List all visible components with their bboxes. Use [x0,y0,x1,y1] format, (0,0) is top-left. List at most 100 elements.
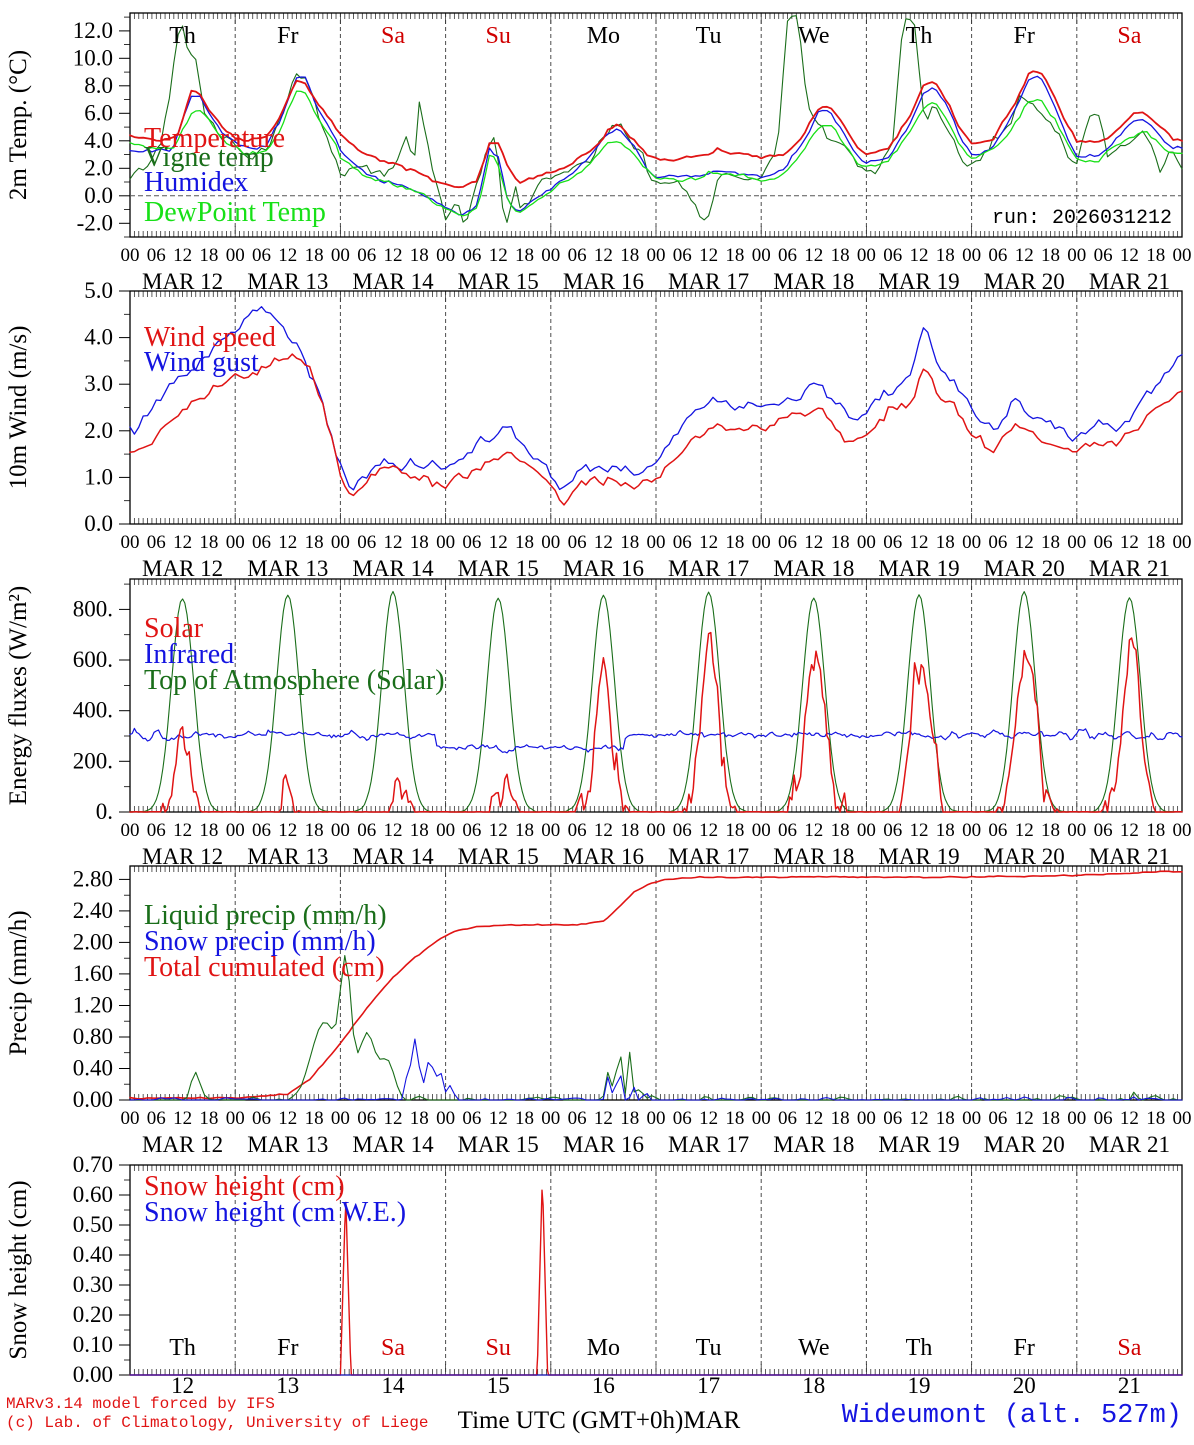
svg-text:18: 18 [620,245,639,266]
svg-text:12: 12 [1120,1108,1139,1129]
svg-text:16: 16 [592,1373,615,1398]
svg-text:00: 00 [121,532,140,553]
svg-text:00: 00 [1067,820,1086,841]
svg-text:12: 12 [489,245,508,266]
svg-text:MAR 15: MAR 15 [458,556,539,581]
svg-text:18: 18 [936,1108,955,1129]
svg-text:MAR 19: MAR 19 [878,844,959,869]
svg-text:06: 06 [462,532,481,553]
svg-text:0.70: 0.70 [73,1152,113,1177]
svg-text:4.0: 4.0 [84,325,113,350]
svg-text:12: 12 [1015,820,1034,841]
svg-text:12: 12 [489,820,508,841]
svg-text:Fr: Fr [1014,23,1035,49]
svg-text:12: 12 [699,532,718,553]
svg-text:Su: Su [486,1335,511,1361]
svg-text:-2.0: -2.0 [77,210,113,235]
svg-text:06: 06 [988,820,1007,841]
svg-text:00: 00 [1067,532,1086,553]
svg-text:00: 00 [541,245,560,266]
svg-text:Snow height (cm): Snow height (cm) [5,1180,32,1359]
svg-text:Fr: Fr [277,1335,298,1361]
svg-text:18: 18 [936,820,955,841]
svg-text:12.0: 12.0 [73,18,113,43]
svg-text:MAR 19: MAR 19 [878,269,959,294]
svg-text:12: 12 [804,532,823,553]
svg-text:400.: 400. [73,698,113,723]
svg-text:00: 00 [331,532,350,553]
svg-text:MAR 14: MAR 14 [352,556,434,581]
svg-text:2m Temp. (°C): 2m Temp. (°C) [5,50,32,200]
svg-text:06: 06 [1094,245,1113,266]
svg-text:12: 12 [910,1108,929,1129]
svg-text:18: 18 [1146,532,1165,553]
svg-text:00: 00 [1173,820,1192,841]
svg-text:00: 00 [962,1108,981,1129]
svg-text:12: 12 [1120,532,1139,553]
svg-text:0.0: 0.0 [84,183,113,208]
svg-text:00: 00 [647,245,666,266]
svg-text:12: 12 [594,245,613,266]
svg-text:00: 00 [121,245,140,266]
svg-text:06: 06 [673,245,692,266]
svg-text:Snow height (cm W.E.): Snow height (cm W.E.) [144,1197,406,1228]
svg-text:Fr: Fr [1014,1335,1035,1361]
svg-text:00: 00 [541,820,560,841]
svg-text:18: 18 [199,532,218,553]
svg-text:06: 06 [252,245,271,266]
svg-text:12: 12 [1120,820,1139,841]
svg-text:MAR 12: MAR 12 [142,844,223,869]
svg-text:06: 06 [883,1108,902,1129]
svg-text:00: 00 [962,245,981,266]
svg-text:00: 00 [1173,532,1192,553]
svg-text:Mo: Mo [587,23,620,49]
svg-text:12: 12 [910,532,929,553]
svg-text:MAR 15: MAR 15 [458,269,539,294]
svg-text:14: 14 [382,1373,406,1398]
svg-text:(c) Lab. of Climatology, Unive: (c) Lab. of Climatology, University of L… [6,1414,428,1432]
svg-text:06: 06 [673,1108,692,1129]
svg-text:06: 06 [252,820,271,841]
svg-text:MAR 16: MAR 16 [563,1132,644,1157]
svg-text:18: 18 [831,245,850,266]
svg-text:18: 18 [515,245,534,266]
svg-text:00: 00 [121,820,140,841]
svg-text:06: 06 [147,245,166,266]
svg-text:Wideumont (alt. 527m): Wideumont (alt. 527m) [842,1401,1182,1431]
svg-text:600.: 600. [73,647,113,672]
svg-text:18: 18 [515,532,534,553]
svg-text:Sa: Sa [1117,1335,1141,1361]
svg-text:06: 06 [778,532,797,553]
svg-text:12: 12 [384,1108,403,1129]
svg-text:06: 06 [357,1108,376,1129]
svg-text:12: 12 [489,1108,508,1129]
svg-text:00: 00 [1067,1108,1086,1129]
svg-text:18: 18 [1146,820,1165,841]
svg-text:06: 06 [568,532,587,553]
svg-text:06: 06 [357,532,376,553]
svg-text:10.0: 10.0 [73,45,113,70]
svg-text:18: 18 [305,1108,324,1129]
svg-text:06: 06 [1094,532,1113,553]
svg-text:0.10: 0.10 [73,1332,113,1357]
svg-text:12: 12 [804,820,823,841]
svg-text:12: 12 [278,820,297,841]
svg-text:12: 12 [804,245,823,266]
svg-text:00: 00 [436,532,455,553]
svg-text:MAR 12: MAR 12 [142,556,223,581]
svg-text:Sa: Sa [1117,23,1141,49]
svg-text:18: 18 [725,1108,744,1129]
svg-text:MAR 21: MAR 21 [1089,556,1170,581]
svg-text:20: 20 [1013,1373,1036,1398]
svg-text:06: 06 [883,532,902,553]
svg-text:Sa: Sa [381,23,405,49]
svg-text:18: 18 [725,532,744,553]
svg-text:Th: Th [169,23,196,49]
svg-text:00: 00 [857,532,876,553]
svg-text:MAR 17: MAR 17 [668,556,749,581]
svg-text:12: 12 [384,820,403,841]
svg-text:MAR 18: MAR 18 [773,556,854,581]
svg-text:0.00: 0.00 [73,1087,113,1112]
svg-text:06: 06 [883,245,902,266]
svg-text:10m Wind (m/s): 10m Wind (m/s) [5,326,32,490]
